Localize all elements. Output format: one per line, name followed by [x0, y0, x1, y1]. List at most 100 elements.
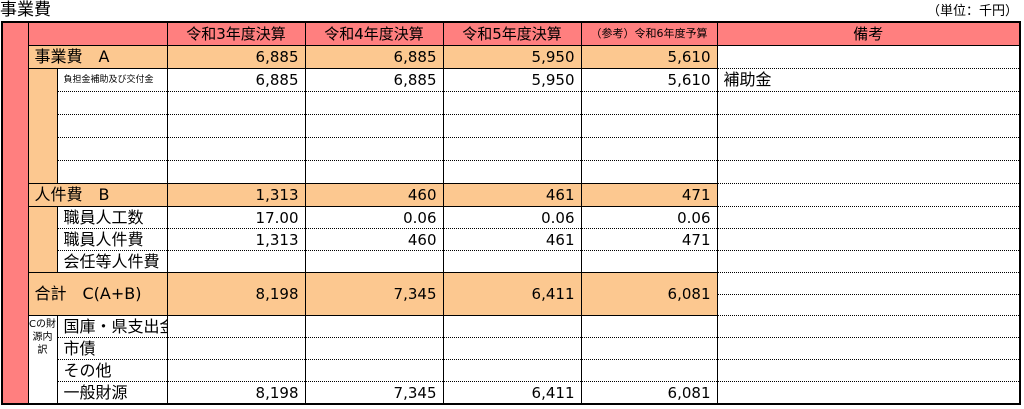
- memo-cell: [716, 381, 1021, 405]
- table-row: 市債: [2, 337, 1021, 360]
- memo-cell: [716, 315, 1021, 338]
- total-value: 6,081: [580, 272, 718, 316]
- item-value: 8,198: [166, 381, 306, 405]
- funding-indent: Cの財源内訳: [27, 315, 58, 405]
- item-label: 一般財源: [56, 381, 168, 405]
- business-label: 事業費 A: [27, 45, 168, 69]
- item-value: [166, 250, 306, 273]
- unit-label: （単位：千円）: [926, 4, 1018, 19]
- table-row: 一般財源 8,198 7,345 6,411 6,081: [2, 381, 1021, 405]
- total-label: 合計 C(A+B): [27, 272, 168, 316]
- table-row: [2, 137, 1021, 161]
- item-value: [580, 160, 718, 184]
- memo-cell: [716, 45, 1021, 69]
- table-row: 負担金補助及び交付金 6,885 6,885 5,950 5,610 補助金: [2, 68, 1021, 184]
- memo-cell: [716, 206, 1021, 229]
- table-row: 会任等人件費: [2, 250, 1021, 273]
- item-value: [442, 114, 582, 138]
- table-row: 人件費 B 1,313 460 461 471: [2, 183, 1021, 207]
- personnel-indent: [27, 206, 58, 273]
- table-row: 令和3年度決算 令和4年度決算 令和5年度決算 （参考）令和6年度予算 備考: [1, 22, 1021, 404]
- item-value: [304, 337, 444, 360]
- item-value: [442, 137, 582, 161]
- table-row: 合計 C(A+B) 8,198 7,345 6,411 6,081: [2, 272, 1021, 316]
- memo-cell: [716, 114, 1021, 138]
- column-header: 備考: [716, 22, 1021, 46]
- memo-cell: [716, 272, 1021, 316]
- personnel-value: 460: [304, 183, 444, 207]
- item-value: 6,411: [442, 381, 582, 405]
- item-value: 0.06: [442, 206, 582, 229]
- item-value: [580, 315, 718, 338]
- business-value: 6,885: [166, 45, 306, 69]
- item-value: 6,885: [166, 68, 306, 92]
- item-value: 460: [304, 228, 444, 251]
- item-label: 負担金補助及び交付金: [56, 68, 168, 92]
- left-strip: [1, 22, 29, 404]
- item-value: 6,885: [304, 68, 444, 92]
- table-row: その他: [2, 359, 1021, 382]
- header-blank: [27, 22, 168, 46]
- item-value: [304, 114, 444, 138]
- column-header: 令和5年度決算: [442, 22, 582, 46]
- business-value: 6,885: [304, 45, 444, 69]
- business-value: 5,950: [442, 45, 582, 69]
- item-value: 0.06: [580, 206, 718, 229]
- item-label: 会任等人件費: [56, 250, 168, 273]
- personnel-value: 461: [442, 183, 582, 207]
- item-value: 471: [580, 228, 718, 251]
- memo-cell: [716, 160, 1021, 184]
- item-value: [580, 137, 718, 161]
- item-value: [166, 315, 306, 338]
- item-value: 6,081: [580, 381, 718, 405]
- item-value: [304, 137, 444, 161]
- total-value: 8,198: [166, 272, 306, 316]
- item-value: [442, 91, 582, 115]
- column-header: （参考）令和6年度予算: [580, 22, 718, 46]
- memo-divider: [718, 273, 1019, 295]
- item-value: 5,950: [442, 68, 582, 92]
- item-value: [166, 137, 306, 161]
- item-value: 5,610: [580, 68, 718, 92]
- item-value: [166, 359, 306, 382]
- item-value: [442, 359, 582, 382]
- item-label: [56, 91, 168, 115]
- item-label: 国庫・県支出金: [56, 315, 168, 338]
- item-value: [442, 250, 582, 273]
- item-value: 461: [442, 228, 582, 251]
- memo-cell: [716, 137, 1021, 161]
- item-value: [442, 337, 582, 360]
- memo-cell: 補助金: [716, 68, 1021, 92]
- personnel-label: 人件費 B: [27, 183, 168, 207]
- page-title: 事業費: [0, 0, 51, 20]
- table-row: [2, 114, 1021, 138]
- table-row: 職員人件費 1,313 460 461 471: [2, 228, 1021, 251]
- table-row: Cの財源内訳 国庫・県支出金: [2, 315, 1021, 405]
- column-header: 令和4年度決算: [304, 22, 444, 46]
- item-value: [580, 114, 718, 138]
- item-value: [166, 160, 306, 184]
- item-value: 7,345: [304, 381, 444, 405]
- item-value: [580, 359, 718, 382]
- item-value: [580, 250, 718, 273]
- item-label: その他: [56, 359, 168, 382]
- memo-cell: [716, 91, 1021, 115]
- item-label: [56, 137, 168, 161]
- item-label: 職員人件費: [56, 228, 168, 251]
- business-indent: [27, 68, 58, 184]
- column-header: 令和3年度決算: [166, 22, 306, 46]
- item-value: [442, 315, 582, 338]
- memo-cell: [716, 359, 1021, 382]
- item-label: [56, 160, 168, 184]
- memo-cell: [716, 228, 1021, 251]
- personnel-value: 1,313: [166, 183, 306, 207]
- item-label: 市債: [56, 337, 168, 360]
- total-value: 6,411: [442, 272, 582, 316]
- item-value: 0.06: [304, 206, 444, 229]
- memo-cell: [716, 183, 1021, 207]
- item-value: [580, 91, 718, 115]
- item-value: [166, 91, 306, 115]
- item-value: [304, 315, 444, 338]
- table-row: [2, 91, 1021, 115]
